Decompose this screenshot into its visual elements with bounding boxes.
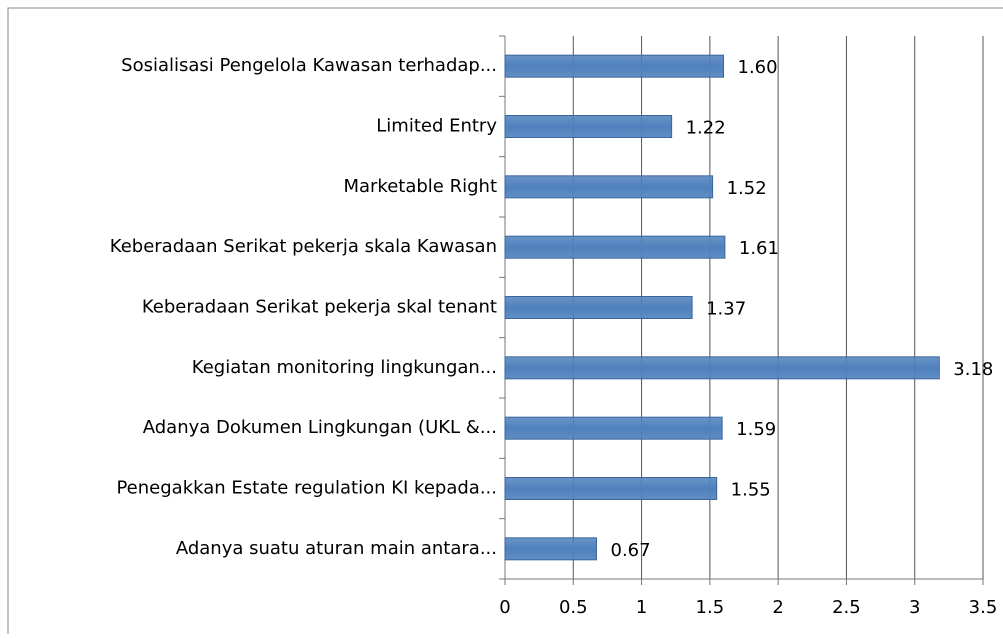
bar [504, 115, 673, 138]
x-tick-label: 2.5 [832, 597, 861, 618]
y-tick-label: Penegakkan Estate regulation KI kepada..… [116, 478, 497, 499]
y-tick-label: Adanya suatu aturan main antara... [176, 538, 497, 559]
value-label: 1.52 [727, 178, 767, 199]
chart-frame [7, 7, 1003, 638]
x-tick-label: 1 [636, 597, 647, 618]
bar [504, 296, 693, 319]
x-tick-label: 1.5 [696, 597, 725, 618]
bar [504, 235, 726, 259]
bar [504, 175, 714, 199]
bar [504, 54, 725, 78]
y-tick-label: Marketable Right [343, 176, 497, 197]
y-tick-label: Keberadaan Serikat pekerja skal tenant [142, 297, 497, 318]
bar [504, 356, 940, 380]
y-tick-label: Kegiatan monitoring lingkungan... [192, 357, 497, 378]
x-tick-label: 0 [499, 597, 510, 618]
value-label: 1.61 [739, 238, 779, 259]
value-label: 1.22 [686, 118, 726, 139]
bar [504, 537, 598, 561]
y-tick-label: Adanya Dokumen Lingkungan (UKL &... [143, 417, 497, 438]
x-tick-label: 2 [772, 597, 783, 618]
x-tick-label: 0.5 [559, 597, 588, 618]
bar [504, 477, 718, 500]
value-label: 0.67 [611, 540, 651, 561]
value-label: 1.60 [738, 57, 778, 78]
bar [504, 416, 723, 440]
value-label: 1.55 [731, 480, 771, 501]
y-tick-label: Sosialisasi Pengelola Kawasan terhadap..… [121, 55, 497, 76]
x-tick-label: 3.5 [969, 597, 998, 618]
x-tick-label: 3 [909, 597, 920, 618]
value-label: 3.18 [953, 359, 993, 380]
value-label: 1.59 [736, 419, 776, 440]
value-label: 1.37 [706, 299, 746, 320]
y-tick-label: Keberadaan Serikat pekerja skala Kawasan [110, 236, 497, 257]
y-tick-label: Limited Entry [376, 116, 497, 137]
